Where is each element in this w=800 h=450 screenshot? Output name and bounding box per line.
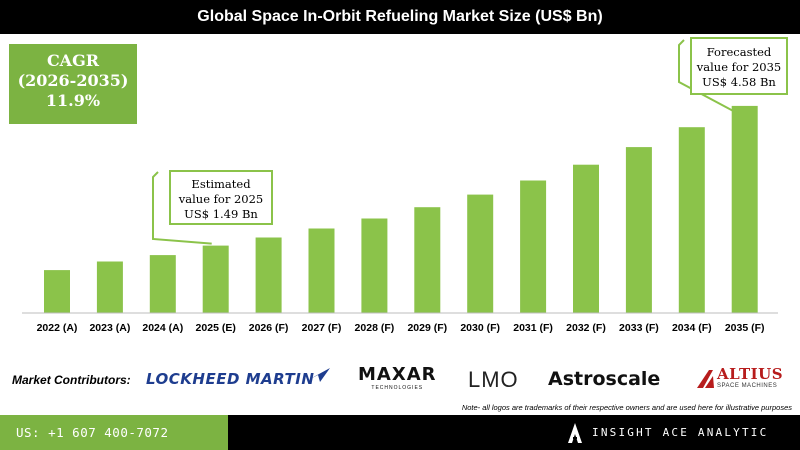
bars-group [22, 105, 778, 314]
bar-2023 (A) [96, 261, 123, 313]
bar-2026 (F) [255, 237, 282, 313]
callout-estimated-line2: value for 2025 [178, 192, 264, 206]
x-tick-label: 2027 (F) [302, 322, 342, 334]
x-tick-label: 2031 (F) [513, 322, 553, 334]
callout-estimated-line1: Estimated [191, 177, 251, 191]
altius-text: ALTIUS [717, 365, 784, 383]
cagr-value: 11.9% [45, 91, 101, 110]
callout-2025-connector [152, 171, 212, 245]
astroscale-logo: Astroscale [548, 368, 660, 390]
cagr-box: CAGR (2026-2035) 11.9% [9, 44, 137, 124]
footer: US: +1 607 400-7072 INSIGHT ACE ANALYTIC [0, 415, 800, 450]
x-tick-label: 2024 (A) [142, 322, 183, 334]
trademark-note: Note- all logos are trademarks of their … [461, 403, 792, 412]
forecast-2035-callout: Forecasted value for 2035 US$ 4.58 Bn [690, 37, 788, 95]
bar-2035 (F) [731, 105, 758, 314]
star-icon [308, 368, 330, 382]
bar-2022 (A) [44, 270, 70, 313]
cagr-period: (2026-2035) [17, 71, 129, 90]
altius-mark-icon [697, 370, 714, 388]
maxar-text: MAXAR [358, 364, 437, 385]
market-contributors: Market Contributors: LOCKHEED MARTIN MAX… [0, 358, 800, 402]
x-tick-label: 2035 (F) [725, 322, 765, 334]
bar-2030 (F) [467, 194, 494, 313]
bar-2027 (F) [308, 228, 335, 313]
bar-chart: 2022 (A) 2023 (A) 2024 (A) 2025 (E) 2026 (F)… [22, 39, 778, 334]
altius-subtext: SPACE MACHINES [717, 383, 778, 389]
footer-brand: INSIGHT ACE ANALYTIC [568, 415, 768, 450]
tick-labels-group: 2022 (A) 2023 (A) 2024 (A) 2025 (E) 2026 (F)… [37, 322, 765, 334]
x-tick-label: 2025 (E) [196, 322, 236, 334]
x-tick-label: 2026 (F) [249, 322, 289, 334]
callout-forecast-line3: US$ 4.58 Bn [702, 75, 776, 89]
x-tick-label: 2030 (F) [460, 322, 500, 334]
bar-2029 (F) [414, 207, 441, 313]
maxar-subtext: TECHNOLOGIES [371, 385, 424, 391]
page-title: Global Space In-Orbit Refueling Market S… [0, 0, 800, 34]
lmo-text: LMO [468, 367, 519, 392]
estimated-2025-callout: Estimated value for 2025 US$ 1.49 Bn [169, 170, 273, 225]
altius-logo: ALTIUS SPACE MACHINES [697, 365, 784, 392]
bar-2032 (F) [573, 164, 599, 313]
x-tick-label: 2034 (F) [672, 322, 712, 334]
x-tick-label: 2028 (F) [355, 322, 395, 334]
callout-connectors [152, 39, 740, 245]
maxar-logo: MAXAR TECHNOLOGIES [358, 364, 437, 392]
astroscale-text: Astroscale [548, 368, 661, 390]
bar-2034 (F) [678, 127, 705, 313]
callout-forecast-line2: value for 2035 [696, 60, 782, 74]
callout-forecast-line1: Forecasted [706, 45, 772, 59]
x-tick-label: 2029 (F) [407, 322, 447, 334]
x-tick-label: 2023 (A) [89, 322, 130, 334]
bar-2028 (F) [361, 218, 388, 313]
bar-2025 (E) [202, 245, 229, 313]
lmo-logo: LMO [468, 367, 519, 393]
callout-2035-connector [678, 39, 740, 115]
footer-phone: US: +1 607 400-7072 [0, 415, 228, 450]
lockheed-martin-text: LOCKHEED MARTIN [146, 370, 315, 388]
bar-2024 (A) [149, 255, 176, 313]
bar-2031 (F) [520, 180, 547, 313]
contributors-label: Market Contributors: [12, 373, 131, 387]
bar-2033 (F) [625, 147, 652, 313]
x-tick-label: 2033 (F) [619, 322, 659, 334]
lockheed-martin-logo: LOCKHEED MARTIN [146, 368, 330, 388]
cagr-label: CAGR [46, 51, 100, 70]
x-tick-label: 2022 (A) [37, 322, 78, 334]
brand-name: INSIGHT ACE ANALYTIC [592, 426, 769, 439]
brand-logo-icon [568, 422, 582, 443]
callout-estimated-line3: US$ 1.49 Bn [184, 207, 258, 221]
x-tick-label: 2032 (F) [566, 322, 606, 334]
